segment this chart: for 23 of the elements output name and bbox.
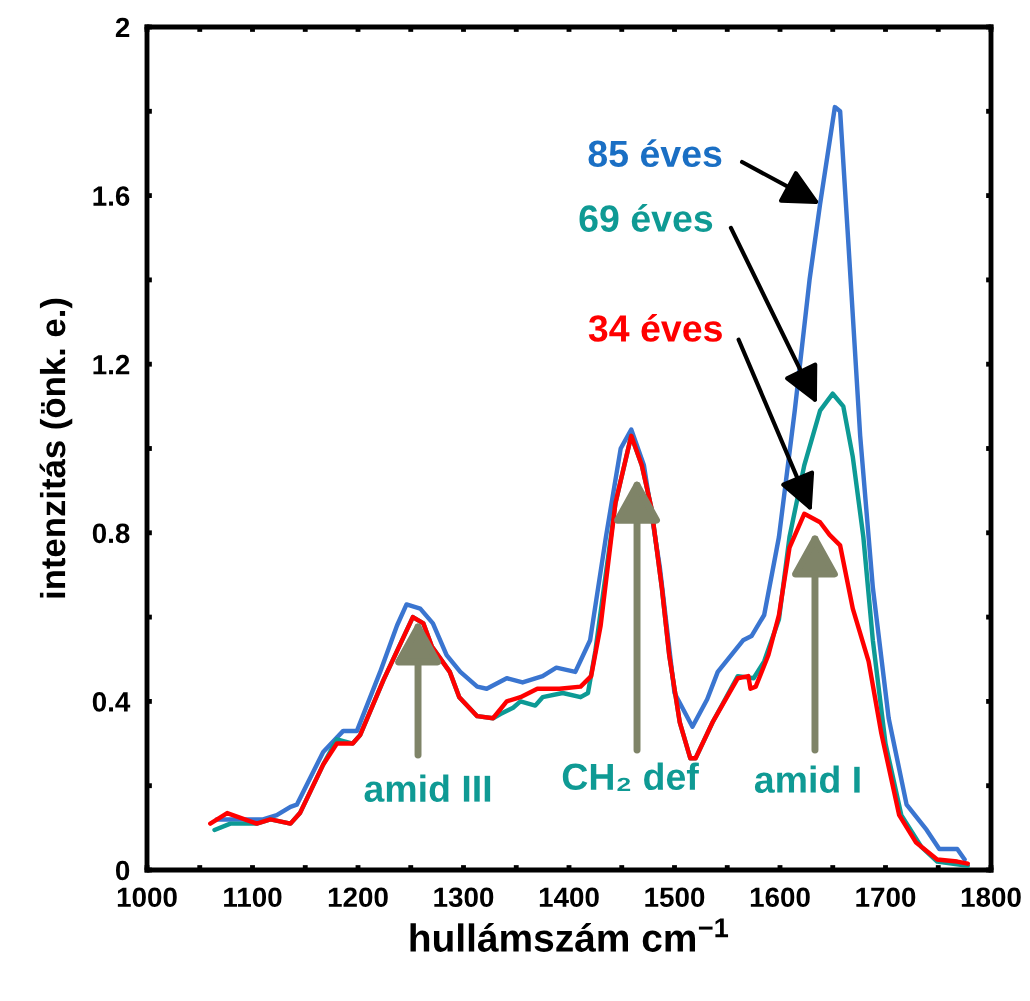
x-tick-label: 1400 (539, 887, 599, 908)
annotation: 34 éves (588, 313, 722, 342)
x-tick-label: 1700 (856, 887, 916, 908)
annotation: CH₂ def (562, 762, 699, 791)
x-tick-label: 1600 (750, 887, 810, 908)
annotation: 69 éves (579, 204, 713, 232)
x-tick-label: 1000 (117, 887, 177, 908)
x-tick-label: 1800 (961, 887, 1021, 908)
y-tick-label: 1.6 (93, 186, 130, 206)
x-tick-label: 1500 (645, 887, 705, 908)
annotation: amid I (754, 765, 860, 793)
y-tick-label: 2 (115, 17, 130, 38)
x-tick-label: 1100 (224, 887, 282, 908)
y-tick-label: 0 (115, 860, 130, 881)
y-tick-label: 0.8 (92, 523, 130, 544)
annotation: 85 éves (588, 139, 722, 168)
x-axis-title: hullámszám cm$^{−1}$ (410, 918, 729, 952)
annotation: amid III (364, 774, 491, 802)
x-tick-label: 1300 (434, 887, 494, 908)
y-tick-label: 0.4 (92, 692, 131, 712)
x-tick-label: 1200 (328, 887, 388, 908)
y-axis-title: intenzitás (önk. e.) (39, 298, 73, 598)
y-tick-label: 1.2 (93, 354, 130, 375)
